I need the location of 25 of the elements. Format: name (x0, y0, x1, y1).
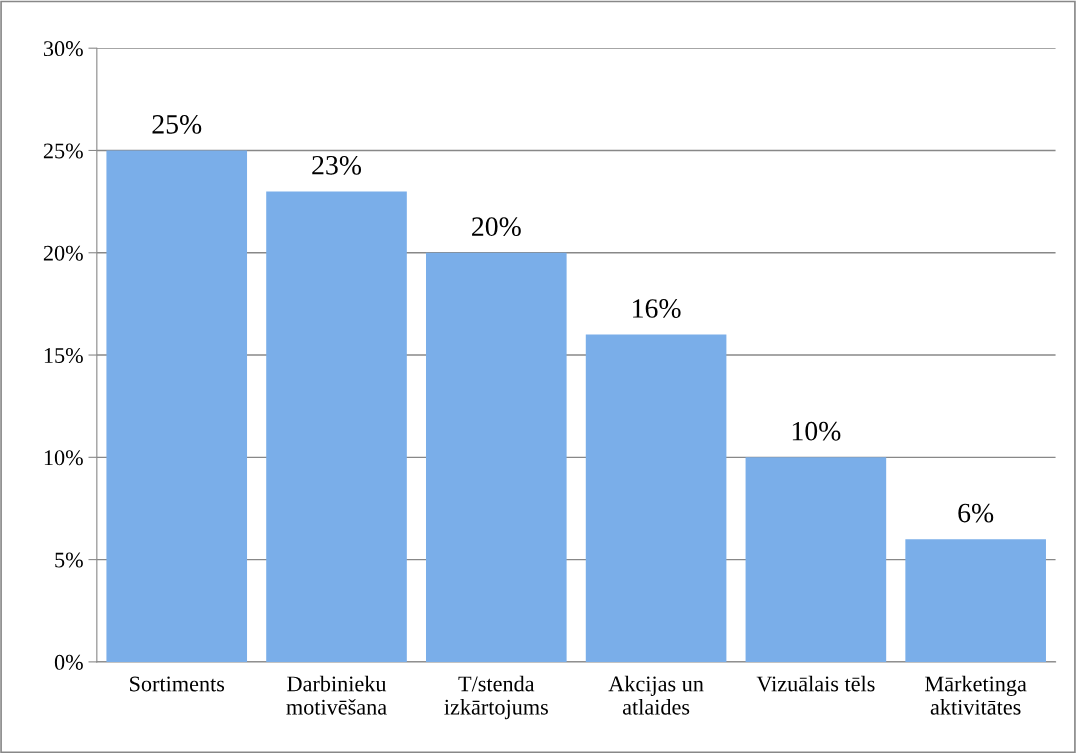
bar (745, 457, 887, 662)
bar (426, 252, 567, 662)
bar (585, 334, 727, 662)
x-tick-label: Vizuālais tēls (756, 675, 875, 692)
x-tick-label: Mārketinga aktivitātes (925, 675, 1027, 715)
x-tick-label: Darbinieku motivēšana (286, 675, 387, 715)
y-tick-label: 20% (43, 245, 83, 261)
y-tick-label: 5% (55, 552, 83, 568)
x-tick-label: T/stenda izkārtojums (444, 675, 548, 720)
bar (905, 539, 1046, 662)
bar (266, 191, 407, 662)
data-label: 20% (472, 217, 521, 237)
data-label: 23% (312, 155, 362, 175)
bar (106, 150, 248, 662)
y-tick-label: 15% (44, 347, 83, 364)
x-tick-label: Akcijas un atlaides (608, 675, 704, 715)
data-label: 6% (958, 503, 994, 523)
x-tick-label: Sortiments (130, 676, 225, 692)
y-tick-label: 30% (43, 41, 83, 57)
y-tick-label: 0% (54, 654, 83, 670)
data-label: 16% (633, 299, 681, 318)
data-label: 10% (792, 421, 841, 441)
y-tick-label: 25% (43, 143, 83, 159)
y-tick-label: 10% (44, 450, 83, 466)
data-label: 25% (152, 114, 202, 134)
